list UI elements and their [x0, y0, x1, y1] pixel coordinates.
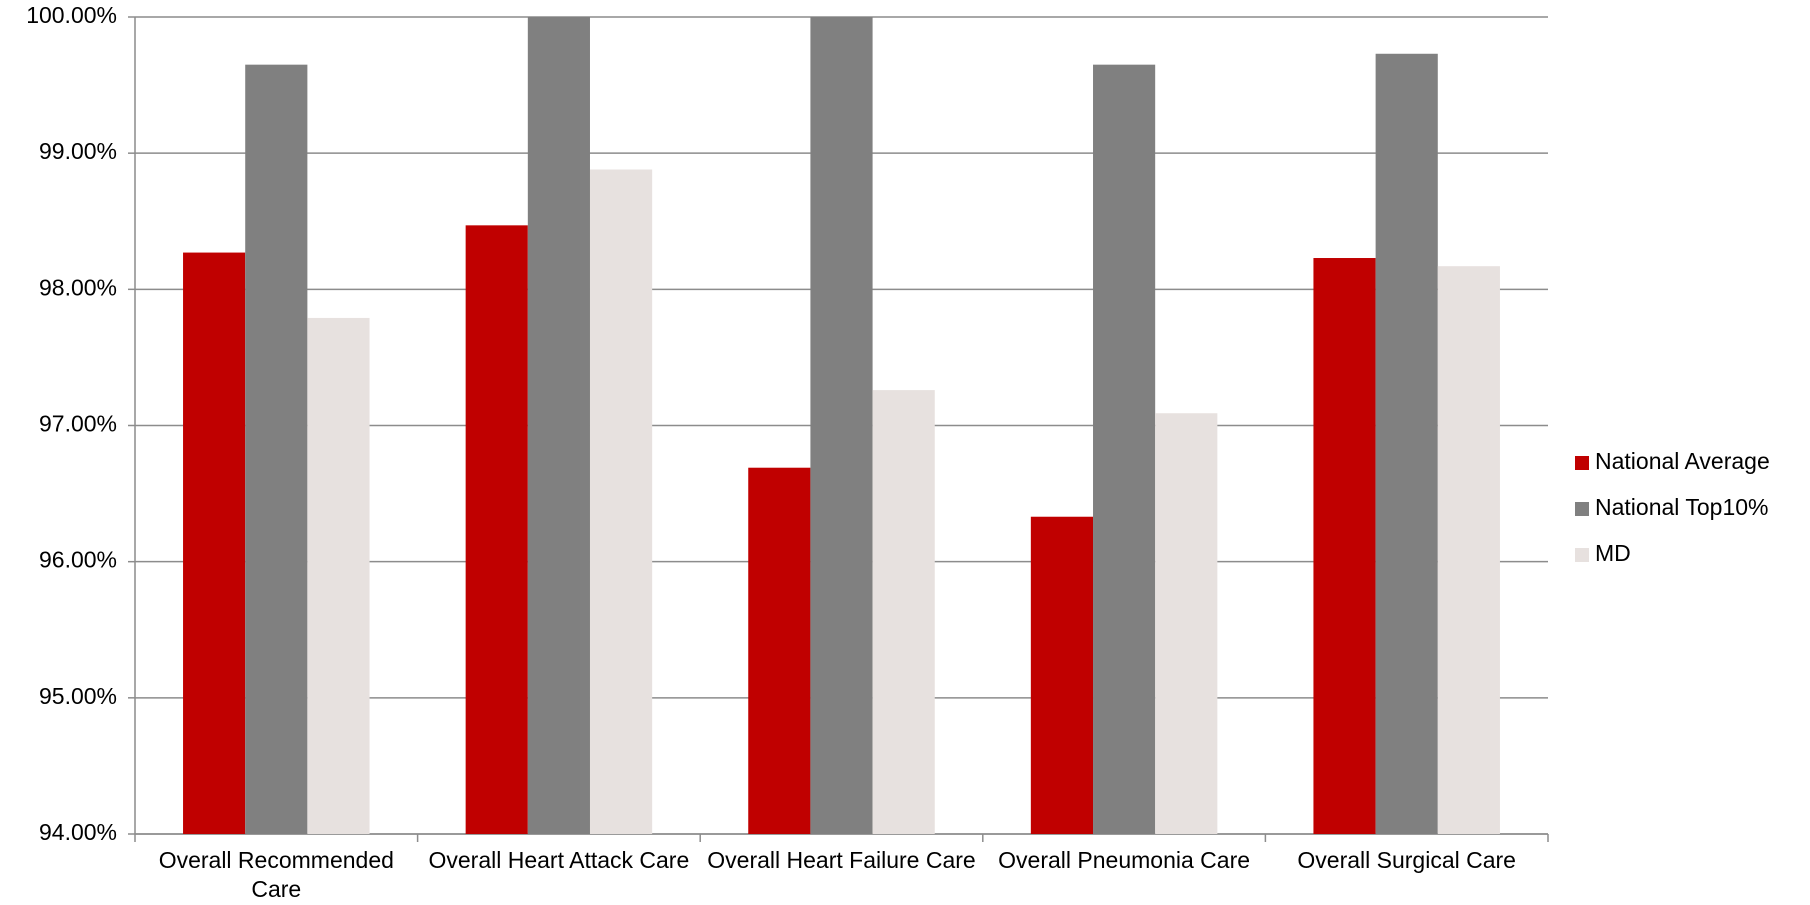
bar	[810, 17, 873, 834]
y-tick-label: 100.00%	[26, 2, 117, 28]
bar	[527, 17, 590, 834]
x-tick-label: Overall Surgical Care	[1297, 847, 1516, 873]
bar	[872, 390, 935, 834]
bar	[1375, 53, 1438, 834]
y-tick-label: 99.00%	[39, 138, 117, 164]
bar	[1313, 258, 1376, 834]
x-tick-label: Overall Pneumonia Care	[998, 847, 1251, 873]
y-tick-label: 97.00%	[39, 411, 117, 437]
bar	[465, 225, 528, 834]
bar	[307, 317, 370, 834]
legend-label: MD	[1595, 540, 1631, 566]
bar	[183, 252, 246, 834]
bar	[1093, 64, 1156, 835]
legend-label: National Top10%	[1595, 494, 1768, 520]
y-tick-label: 95.00%	[39, 683, 117, 709]
legend-swatch	[1575, 548, 1589, 562]
bar	[1030, 516, 1094, 834]
y-tick-label: 94.00%	[39, 819, 117, 845]
x-tick-label: Overall Heart Failure Care	[707, 847, 976, 873]
y-tick-label: 96.00%	[39, 547, 117, 573]
legend-label: National Average	[1595, 448, 1770, 474]
bar	[748, 467, 811, 834]
bar	[1155, 413, 1218, 834]
x-tick-label: Overall Recommended Care	[158, 847, 394, 902]
bar	[245, 64, 308, 835]
bar	[589, 169, 653, 835]
legend-swatch	[1575, 502, 1589, 516]
legend-swatch	[1575, 456, 1589, 470]
y-tick-label: 98.00%	[39, 274, 117, 300]
x-tick-label: Overall Heart Attack Care	[428, 847, 690, 873]
bar	[1437, 266, 1500, 834]
